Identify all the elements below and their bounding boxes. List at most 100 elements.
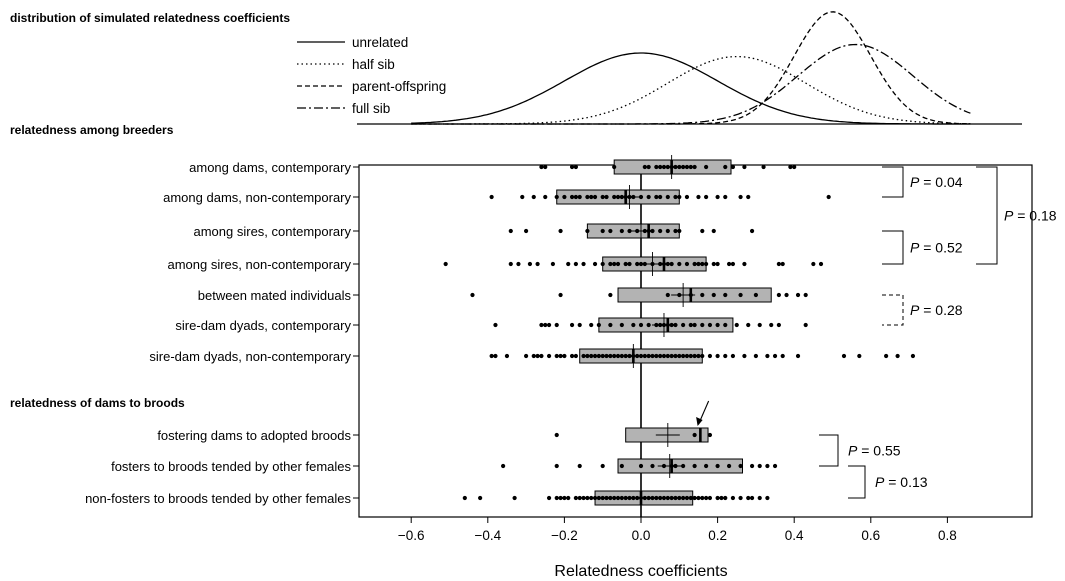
p-symbol: P	[848, 443, 858, 459]
row-label-0: among dams, contemporary	[189, 160, 351, 175]
point-3-14	[623, 261, 628, 267]
point-1-13	[604, 194, 609, 200]
point-1-11	[592, 194, 598, 200]
point-1-1	[520, 194, 525, 200]
point-1-28	[696, 194, 701, 200]
point-0-5	[642, 164, 647, 170]
point-5-4	[554, 322, 559, 328]
point-6-35	[665, 353, 670, 359]
point-9-4	[554, 495, 559, 501]
point-8-5	[638, 463, 644, 469]
point-0-4	[612, 164, 617, 170]
density-panel	[357, 11, 1022, 125]
point-4-14	[803, 292, 808, 298]
p-value-text: = 0.18	[1013, 208, 1056, 224]
point-8-13	[715, 463, 720, 469]
density-curve-0	[411, 52, 971, 125]
point-8-17	[757, 463, 762, 469]
point-1-33	[746, 194, 751, 200]
point-0-20	[730, 164, 736, 170]
point-6-7	[546, 353, 552, 359]
point-2-3	[585, 228, 590, 234]
point-6-44	[700, 353, 705, 359]
point-3-4	[535, 261, 540, 267]
point-2-17	[711, 228, 716, 234]
point-3-35	[776, 261, 781, 267]
point-6-17	[596, 353, 601, 359]
point-6-13	[581, 353, 586, 359]
point-9-5	[558, 495, 563, 501]
point-1-21	[646, 194, 651, 200]
point-8-19	[772, 463, 778, 469]
point-9-41	[700, 495, 705, 501]
point-6-19	[604, 353, 609, 359]
point-3-3	[527, 261, 533, 267]
point-1-27	[684, 194, 690, 200]
point-1-25	[673, 194, 678, 200]
legend-label-2: parent-offspring	[352, 79, 446, 94]
point-5-27	[734, 322, 739, 328]
point-3-33	[730, 261, 736, 267]
point-5-25	[715, 322, 720, 328]
point-5-6	[577, 322, 582, 328]
point-5-7	[589, 322, 594, 328]
point-5-24	[707, 322, 713, 328]
point-5-32	[803, 322, 808, 328]
point-6-36	[669, 353, 674, 359]
point-3-0	[443, 261, 448, 267]
point-9-11	[585, 495, 590, 501]
point-1-0	[489, 194, 494, 200]
comparison-bracket-0	[882, 166, 904, 198]
point-9-51	[757, 495, 762, 501]
point-6-43	[696, 353, 701, 359]
point-2-2	[558, 228, 563, 234]
row-label-5: sire-dam dyads, contemporary	[175, 318, 351, 333]
point-6-42	[692, 353, 697, 359]
point-8-15	[738, 463, 743, 469]
point-9-43	[707, 495, 713, 501]
point-1-23	[658, 194, 663, 200]
point-9-33	[669, 495, 674, 501]
point-0-0	[539, 164, 544, 170]
point-8-12	[704, 463, 709, 469]
point-9-31	[661, 495, 667, 501]
point-9-45	[719, 495, 724, 501]
point-8-1	[554, 463, 559, 469]
point-6-18	[600, 353, 605, 359]
point-6-40	[684, 353, 690, 359]
point-1-5	[562, 194, 567, 200]
point-2-5	[608, 228, 613, 234]
point-9-42	[704, 495, 709, 501]
point-6-47	[723, 353, 728, 359]
point-5-0	[493, 322, 498, 328]
point-1-3	[543, 194, 548, 200]
point-9-16	[604, 495, 609, 501]
point-6-6	[539, 353, 544, 359]
point-5-21	[688, 322, 693, 328]
point-1-4	[554, 194, 559, 200]
point-3-37	[811, 261, 816, 267]
point-0-24	[792, 164, 797, 170]
legend-label-1: half sib	[352, 57, 395, 72]
point-0-15	[684, 164, 690, 170]
point-5-29	[757, 322, 762, 328]
point-8-3	[600, 463, 605, 469]
point-5-22	[692, 322, 697, 328]
point-2-6	[619, 228, 624, 234]
point-5-23	[700, 322, 705, 328]
point-9-9	[577, 495, 582, 501]
point-9-17	[608, 495, 613, 501]
point-6-38	[677, 353, 682, 359]
point-1-22	[654, 194, 659, 200]
point-6-10	[562, 353, 567, 359]
p-value-text: = 0.28	[919, 302, 962, 318]
density-panel-title: distribution of simulated relatedness co…	[10, 11, 290, 25]
point-3-32	[726, 261, 732, 267]
p-symbol: P	[1004, 208, 1014, 224]
point-9-46	[723, 495, 728, 501]
point-6-5	[535, 353, 540, 359]
p-symbol: P	[910, 302, 920, 318]
section-title-0: relatedness among breeders	[10, 123, 174, 137]
point-9-36	[681, 495, 686, 501]
